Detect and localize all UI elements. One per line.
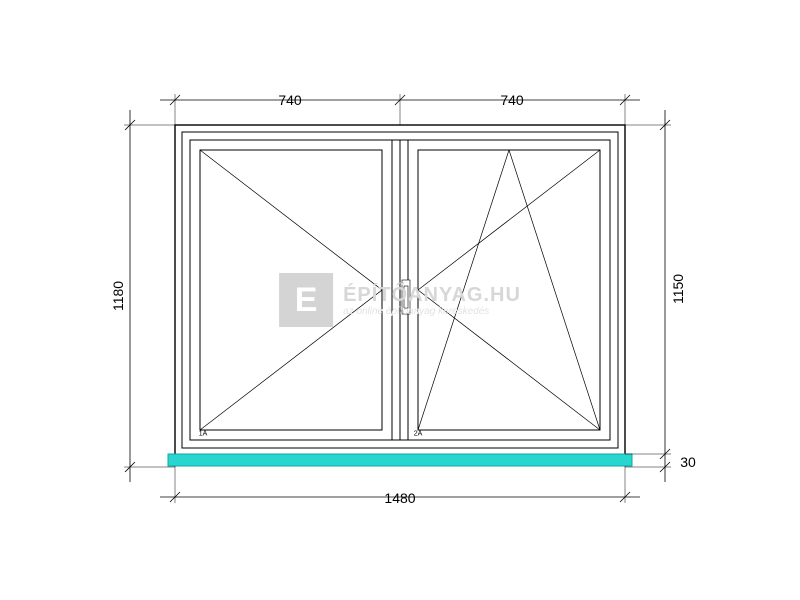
pane-label-right: 2A [414,431,423,438]
watermark-logo-letter: E [295,281,318,320]
dim-right-h: 1150 [670,274,686,304]
dim-bottom: 1480 [384,490,415,506]
dim-right-sill: 30 [680,454,696,470]
watermark-text: ÉPÍTŐANYAG.HU az online építőanyag keres… [343,284,521,317]
dim-top-left: 740 [278,92,301,108]
dim-left: 1180 [110,281,126,311]
drawing-canvas: E ÉPÍTŐANYAG.HU az online építőanyag ker… [0,0,800,600]
watermark: E ÉPÍTŐANYAG.HU az online építőanyag ker… [279,273,521,327]
dim-top-right: 740 [500,92,523,108]
watermark-sub: az online építőanyag kereskedés [343,306,521,317]
watermark-main: ÉPÍTŐANYAG.HU [343,284,521,306]
pane-label-left: 1A [199,431,208,438]
watermark-logo: E [279,273,333,327]
